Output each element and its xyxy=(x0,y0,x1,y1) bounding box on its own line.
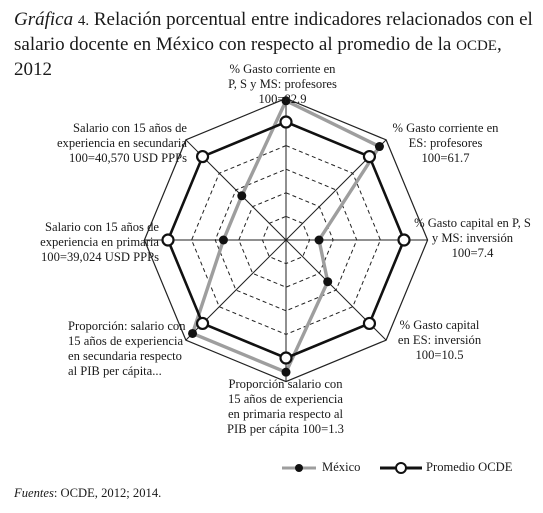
axis-label-gasto-corriente-es: % Gasto corriente en ES: profesores 100=61… xyxy=(392,121,499,165)
chart-title: Gráfica 4. Relación porcentual entre ind… xyxy=(14,8,534,81)
title-year: , 2012 xyxy=(14,34,502,80)
axis-label-gasto-corriente-psms: % Gasto corriente en P, S y MS: profesore… xyxy=(228,62,337,106)
legend-label-mexico: México xyxy=(322,460,361,474)
grid-ring-2 xyxy=(238,192,334,288)
ocde-point-6 xyxy=(161,233,175,247)
mexico-point-7 xyxy=(237,191,247,201)
legend-item-mexico: México xyxy=(280,460,360,475)
ocde-point-7 xyxy=(195,149,210,164)
axis-label-gasto-capital-es: % Gasto capital en ES: inversión 100=10.5 xyxy=(397,318,482,362)
mexico-point-2 xyxy=(314,235,324,245)
footer-label: Fuentes xyxy=(14,486,54,500)
legend-swatch-ocde xyxy=(380,461,422,474)
title-lead: Gráfica xyxy=(14,9,74,30)
axis-label-proporcion-secundaria: Proporción: salario con 15 años de experi… xyxy=(68,319,186,378)
footer-text: : OCDE, 2012; 2014. xyxy=(53,486,162,500)
title-org: OCDE xyxy=(456,38,497,54)
axis-label-salario-primaria: Salario con 15 años de experiencia en pri… xyxy=(40,220,159,264)
mexico-point-5 xyxy=(188,328,198,338)
axis-label-salario-secundaria: Salario con 15 años de experiencia en sec… xyxy=(56,121,187,165)
legend-swatch-mexico xyxy=(282,463,316,472)
title-number: 4. xyxy=(77,13,90,29)
mexico-point-1 xyxy=(374,142,384,152)
ocde-point-2 xyxy=(397,233,411,247)
grid-ring-3 xyxy=(214,168,358,312)
ocde-point-0 xyxy=(279,115,293,129)
mexico-point-0 xyxy=(281,96,291,106)
ocde-point-5 xyxy=(195,316,210,331)
ocde-point-1 xyxy=(362,149,377,164)
ocde-point-3 xyxy=(362,316,377,331)
legend-label-ocde: Promedio OCDE xyxy=(426,460,513,474)
title-text: Relación porcentual entre indicadores re… xyxy=(14,9,533,55)
axis-label-proporcion-primaria: Proporción salario con 15 años de experie… xyxy=(227,377,344,436)
mexico-point-3 xyxy=(323,277,333,287)
legend-item-ocde: Promedio OCDE xyxy=(378,460,512,475)
ocde-point-4 xyxy=(279,351,293,365)
radar-series xyxy=(161,96,411,377)
mexico-point-6 xyxy=(218,235,228,245)
mexico-point-4 xyxy=(281,367,291,377)
footer-sources: Fuentes: OCDE, 2012; 2014. xyxy=(14,486,161,501)
